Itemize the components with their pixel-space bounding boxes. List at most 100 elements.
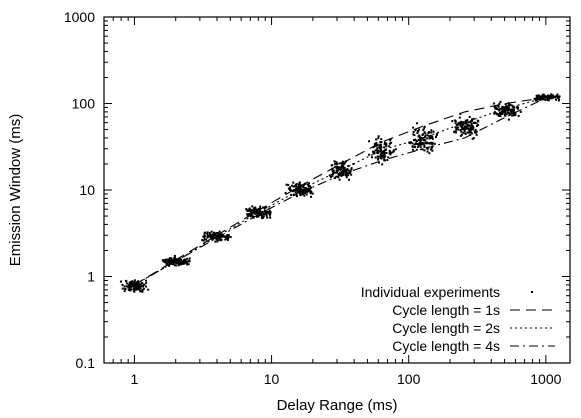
- scatter-point: [384, 153, 386, 155]
- scatter-point: [465, 127, 467, 129]
- scatter-point: [473, 118, 475, 120]
- scatter-point: [145, 280, 147, 282]
- scatter-point: [265, 213, 267, 215]
- legend-swatches: [510, 291, 555, 346]
- scatter-point: [301, 193, 303, 195]
- scatter-point: [499, 115, 501, 117]
- scatter-point: [308, 182, 310, 184]
- scatter-point: [389, 153, 391, 155]
- scatter-point: [246, 209, 248, 211]
- scatter-point: [331, 175, 333, 177]
- scatter-point: [423, 144, 425, 146]
- scatter-point: [201, 239, 203, 241]
- scatter-point: [475, 129, 477, 131]
- scatter-point: [472, 138, 474, 140]
- scatter-point: [288, 188, 290, 190]
- scatter-point: [422, 129, 424, 131]
- legend-label-cycle-1s: Cycle length = 1s: [392, 302, 500, 318]
- x-tick-label: 1000: [530, 371, 561, 387]
- scatter-point: [259, 206, 261, 208]
- scatter-point: [125, 280, 127, 282]
- scatter-point: [182, 261, 184, 263]
- scatter-point: [435, 136, 437, 138]
- scatter-point: [298, 187, 300, 189]
- scatter-point: [455, 120, 457, 122]
- scatter-point: [310, 191, 312, 193]
- scatter-point: [558, 99, 560, 101]
- scatter-point: [257, 215, 259, 217]
- scatter-point: [251, 205, 253, 207]
- scatter-point: [331, 164, 333, 166]
- scatter-point: [419, 136, 421, 138]
- scatter-point: [378, 135, 380, 137]
- scatter-point: [263, 215, 265, 217]
- scatter-point: [412, 149, 414, 151]
- scatter-point: [460, 121, 462, 123]
- y-tick-label: 1000: [64, 9, 95, 25]
- scatter-point: [221, 239, 223, 241]
- legend-label-individual-experiments: Individual experiments: [361, 284, 500, 300]
- scatter-point: [248, 210, 250, 212]
- scatter-point: [339, 162, 341, 164]
- scatter-point: [380, 138, 382, 140]
- scatter-point: [423, 139, 425, 141]
- scatter-point: [412, 146, 414, 148]
- y-tick-label: 100: [72, 96, 96, 112]
- scatter-point: [224, 239, 226, 241]
- scatter-point: [188, 263, 190, 265]
- scatter-point: [424, 126, 426, 128]
- scatter-point: [219, 231, 221, 233]
- scatter-point: [207, 231, 209, 233]
- scatter-point: [430, 142, 432, 144]
- legend-swatch-individual-experiments: [531, 291, 533, 293]
- scatter-point: [385, 152, 387, 154]
- scatter-point: [469, 116, 471, 118]
- scatter-point: [252, 212, 254, 214]
- scatter-point: [389, 143, 391, 145]
- scatter-point: [269, 210, 271, 212]
- scatter-point: [295, 190, 297, 192]
- scatter-point: [416, 132, 418, 134]
- scatter-point: [426, 142, 428, 144]
- scatter-point: [227, 236, 229, 238]
- scatter-point: [173, 257, 175, 259]
- scatter-point: [513, 109, 515, 111]
- scatter-point: [412, 127, 414, 129]
- scatter-point: [165, 259, 167, 261]
- scatter-point: [225, 235, 227, 237]
- scatter-point: [226, 234, 228, 236]
- scatter-point: [520, 111, 522, 113]
- scatter-point: [295, 184, 297, 186]
- scatter-point: [169, 258, 171, 260]
- scatter-point: [345, 170, 347, 172]
- scatter-point: [254, 209, 256, 211]
- scatter-point: [138, 288, 140, 290]
- scatter-point: [253, 207, 255, 209]
- scatter-point: [555, 99, 557, 101]
- scatter-point: [476, 134, 478, 136]
- scatter-point: [549, 97, 551, 99]
- x-axis-label: Delay Range (ms): [277, 397, 398, 414]
- scatter-point: [339, 172, 341, 174]
- scatter-point: [293, 194, 295, 196]
- scatter-point: [460, 131, 462, 133]
- scatter-point: [182, 263, 184, 265]
- scatter-point: [329, 174, 331, 176]
- scatter-point: [384, 156, 386, 158]
- scatter-point: [131, 282, 133, 284]
- scatter-point: [427, 151, 429, 153]
- scatter-point: [428, 152, 430, 154]
- scatter-point: [264, 210, 266, 212]
- series-line-1: [134, 97, 547, 285]
- scatter-point: [269, 217, 271, 219]
- scatter-point: [334, 160, 336, 162]
- scatter-point: [339, 179, 341, 181]
- scatter-point: [163, 260, 165, 262]
- scatter-point: [207, 235, 209, 237]
- scatter-point: [347, 174, 349, 176]
- scatter-point: [432, 138, 434, 140]
- scatter-point: [299, 182, 301, 184]
- scatter-point: [380, 144, 382, 146]
- scatter-point: [141, 291, 143, 293]
- scatter-point: [346, 176, 348, 178]
